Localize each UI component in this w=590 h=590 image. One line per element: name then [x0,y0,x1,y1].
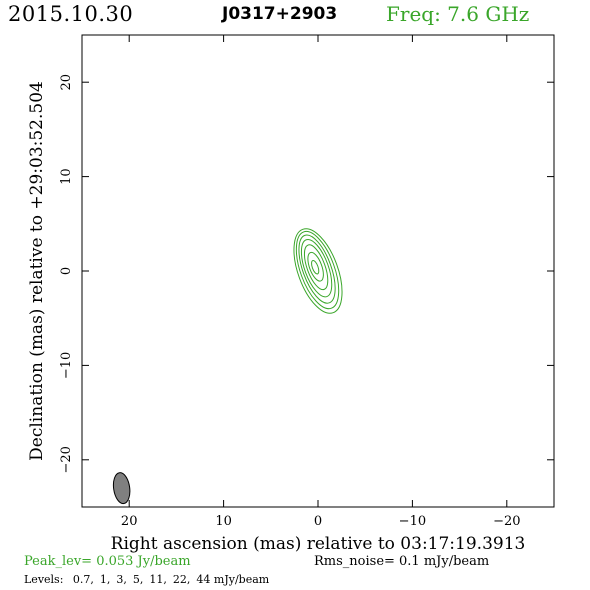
level-value: 22, [172,573,191,586]
x-tick-label: −10 [399,514,426,529]
tick-labels: 20 10 0 −10 −20 20 10 0 −10 −20 [59,74,521,529]
contour-levels: Levels: 0.7, 1, 3, 5, 11, 22, 44 mJy/beam [24,573,269,586]
source-name: J0317+2903 [222,4,338,24]
peak-level: Peak_lev= 0.053 Jy/beam [24,554,191,569]
level-value: 5, [132,573,144,586]
contour-level-3 [298,234,336,304]
contour-level-22 [307,251,324,282]
observation-date: 2015.10.30 [8,2,134,26]
x-tick-label: 20 [121,514,138,529]
y-axis-label: Declination (mas) relative to +29:03:52.… [27,81,47,461]
level-value: 44 mJy/beam [196,573,270,586]
contour-level-5 [300,238,333,298]
axis-ticks [82,35,554,507]
y-tick-label: 0 [59,267,74,275]
level-value: 0.7, [72,573,94,586]
beam-shape [112,472,131,505]
x-tick-label: 0 [314,514,322,529]
level-value: 11, [149,573,167,586]
levels-prefix: Levels: [24,573,64,586]
frequency-label: Freq: 7.6 GHz [386,2,530,26]
contour-level-0_7 [293,228,343,314]
plot-frame [81,34,555,508]
y-tick-label: 10 [59,168,74,185]
y-tick-label: −10 [59,352,74,379]
level-value: 3, [116,573,127,586]
level-value: 1, [99,573,111,586]
x-tick-label: −20 [493,514,520,529]
x-tick-label: 10 [215,514,232,529]
rms-noise: Rms_noise= 0.1 mJy/beam [314,554,490,569]
levels-list: 0.7, 1, 3, 5, 11, 22, 44 mJy/beam [67,573,269,586]
contour-level-1 [295,230,340,310]
contour-lines [293,228,343,314]
beam-ellipse [112,472,131,505]
y-tick-label: −20 [59,446,74,473]
contour-level-11 [303,244,329,291]
contour-level-44 [311,260,320,275]
y-tick-label: 20 [59,74,74,91]
x-axis-label: Right ascension (mas) relative to 03:17:… [111,534,526,554]
